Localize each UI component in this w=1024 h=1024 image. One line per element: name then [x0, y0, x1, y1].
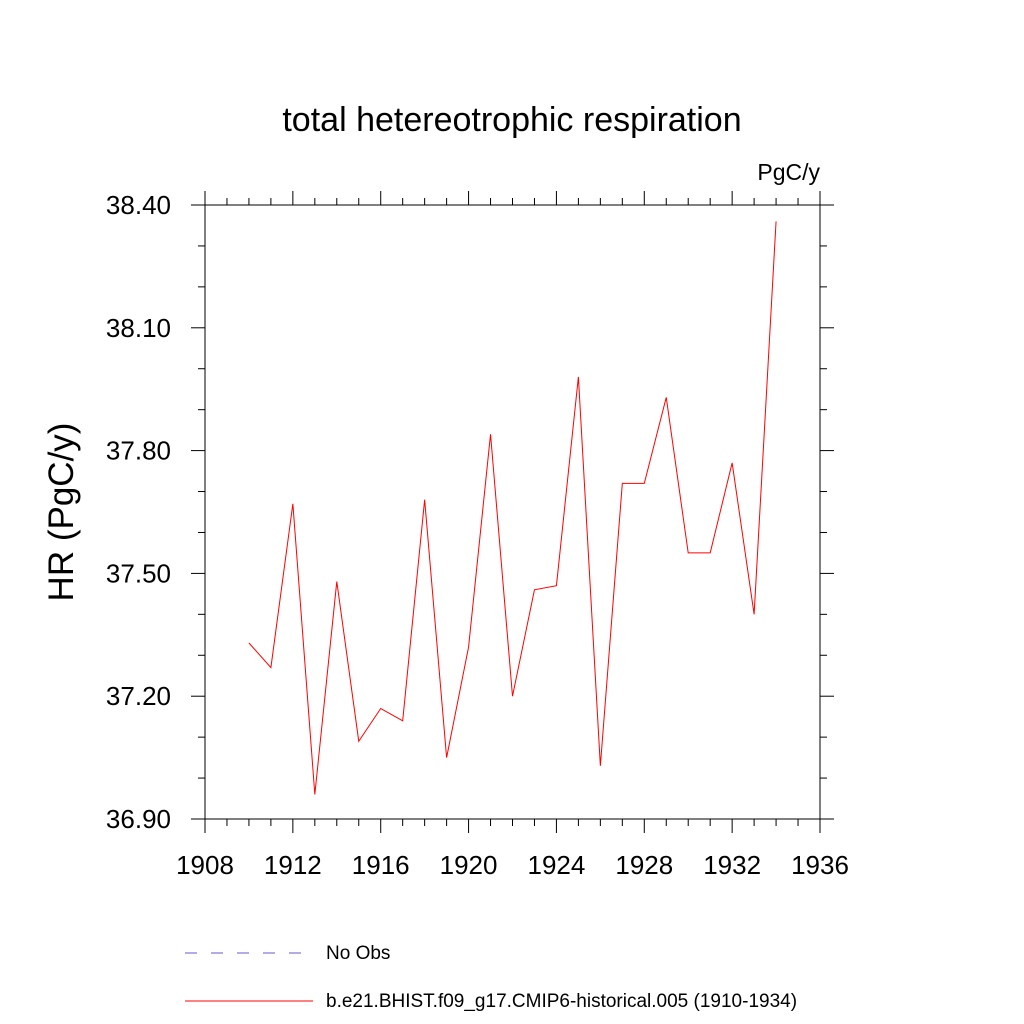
x-axis-ticks: 1908 1912 1916 1920 1924 1928 1932 1936 [176, 191, 849, 880]
legend: No Obs b.e21.BHIST.f09_g17.CMIP6-histori… [185, 943, 797, 1012]
x-tick-label: 1932 [703, 850, 761, 880]
y-tick-label: 36.90 [106, 804, 171, 834]
y-axis-label: HR (PgC/y) [42, 423, 81, 602]
series-layer [248, 221, 777, 795]
x-tick-label: 1908 [176, 850, 234, 880]
series-line [248, 221, 777, 795]
y-tick-label: 38.10 [106, 313, 171, 343]
legend-label-no-obs: No Obs [326, 943, 390, 964]
x-tick-label: 1920 [440, 850, 498, 880]
x-tick-label: 1912 [264, 850, 322, 880]
x-tick-label: 1924 [528, 850, 586, 880]
x-tick-label: 1936 [791, 850, 849, 880]
x-tick-label: 1928 [615, 850, 673, 880]
y-tick-label: 38.40 [106, 190, 171, 220]
x-tick-label: 1916 [352, 850, 410, 880]
chart-title: total hetereotrophic respiration [282, 101, 741, 139]
y-tick-label: 37.80 [106, 436, 171, 466]
legend-label-historical: b.e21.BHIST.f09_g17.CMIP6-historical.005… [326, 991, 797, 1012]
y-tick-label: 37.50 [106, 558, 171, 588]
y-tick-label: 37.20 [106, 681, 171, 711]
plot-frame [204, 204, 821, 820]
units-label: PgC/y [757, 159, 820, 185]
y-axis-ticks: 36.90 37.20 37.50 37.80 38.10 38.40 [106, 190, 834, 834]
